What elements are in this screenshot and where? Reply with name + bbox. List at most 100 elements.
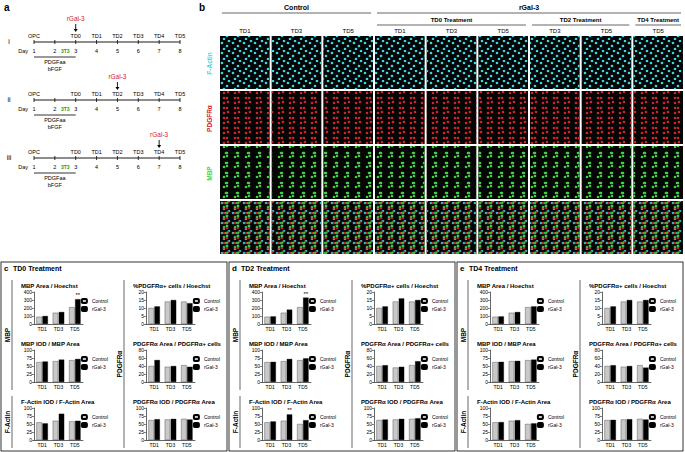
- svg-text:3T3: 3T3: [61, 106, 70, 112]
- svg-text:OPC: OPC: [28, 33, 40, 39]
- svg-text:40: 40: [366, 363, 372, 369]
- svg-text:TD3: TD3: [54, 326, 64, 332]
- svg-text:TD3: TD3: [133, 91, 143, 97]
- svg-text:50: 50: [366, 421, 372, 427]
- svg-text:75: 75: [26, 413, 32, 419]
- svg-text:5: 5: [116, 164, 119, 170]
- svg-text:75: 75: [254, 355, 260, 361]
- svg-text:Control: Control: [320, 414, 336, 420]
- svg-text:TD1: TD1: [605, 384, 615, 390]
- svg-text:TD1: TD1: [91, 149, 101, 155]
- svg-text:6: 6: [137, 106, 140, 112]
- svg-text:7: 7: [158, 48, 161, 54]
- svg-text:TD1: TD1: [37, 384, 47, 390]
- svg-text:20: 20: [366, 371, 372, 377]
- svg-text:100: 100: [480, 313, 489, 319]
- svg-text:MBP Area / Hoechst: MBP Area / Hoechst: [477, 283, 534, 289]
- svg-text:TD3: TD3: [394, 442, 404, 448]
- svg-text:Control: Control: [92, 356, 108, 362]
- svg-text:TD3: TD3: [54, 384, 64, 390]
- svg-text:100: 100: [252, 347, 261, 353]
- svg-text:TD3: TD3: [394, 326, 404, 332]
- svg-text:TD5: TD5: [526, 326, 536, 332]
- svg-text:bFGF: bFGF: [48, 66, 63, 72]
- svg-text:Control: Control: [284, 4, 309, 11]
- svg-text:PDGFRα IOD / PDGFRα Area: PDGFRα IOD / PDGFRα Area: [133, 399, 215, 405]
- svg-text:15: 15: [594, 297, 600, 303]
- svg-text:bFGF: bFGF: [48, 124, 63, 130]
- svg-text:3: 3: [74, 48, 77, 54]
- svg-text:Day: Day: [18, 106, 28, 112]
- svg-text:25: 25: [26, 429, 32, 435]
- svg-text:1: 1: [32, 106, 35, 112]
- svg-text:TD5: TD5: [298, 384, 308, 390]
- svg-text:20: 20: [594, 289, 600, 295]
- svg-text:TD3: TD3: [510, 442, 520, 448]
- svg-text:TD1: TD1: [605, 442, 615, 448]
- svg-text:80: 80: [366, 347, 372, 353]
- svg-text:TD1: TD1: [265, 384, 275, 390]
- svg-text:2: 2: [53, 164, 56, 170]
- svg-text:0: 0: [369, 321, 372, 327]
- svg-text:0: 0: [597, 321, 600, 327]
- svg-text:bFGF: bFGF: [48, 182, 63, 188]
- svg-text:rGal-3: rGal-3: [432, 306, 446, 312]
- svg-text:0: 0: [29, 437, 32, 443]
- svg-text:TD5: TD5: [70, 442, 80, 448]
- svg-text:50: 50: [482, 363, 488, 369]
- svg-text:Day: Day: [18, 48, 28, 54]
- svg-text:TD1: TD1: [149, 442, 159, 448]
- svg-text:iii: iii: [7, 154, 12, 161]
- svg-text:TD1: TD1: [377, 384, 387, 390]
- svg-text:100: 100: [592, 405, 601, 411]
- svg-text:Control: Control: [320, 298, 336, 304]
- svg-text:**: **: [75, 292, 80, 298]
- svg-text:0: 0: [369, 437, 372, 443]
- svg-text:60: 60: [366, 355, 372, 361]
- svg-text:TD2: TD2: [112, 91, 122, 97]
- svg-text:TD5: TD5: [175, 33, 185, 39]
- svg-text:Control: Control: [204, 298, 220, 304]
- svg-text:OPC: OPC: [28, 91, 40, 97]
- svg-text:PDGFRα IOD / PDGFRα Area: PDGFRα IOD / PDGFRα Area: [361, 399, 443, 405]
- svg-text:PDGFRα Area / PDGFRα+ cells: PDGFRα Area / PDGFRα+ cells: [361, 341, 450, 347]
- svg-text:PDGFaa: PDGFaa: [44, 175, 66, 181]
- svg-text:rGal-3: rGal-3: [150, 131, 168, 138]
- svg-text:TD4 Treatment: TD4 Treatment: [637, 17, 679, 23]
- svg-text:TD1: TD1: [394, 28, 406, 34]
- svg-text:1: 1: [32, 48, 35, 54]
- svg-text:0: 0: [597, 379, 600, 385]
- svg-text:TD5: TD5: [298, 442, 308, 448]
- svg-text:TD1: TD1: [239, 28, 251, 34]
- svg-text:75: 75: [482, 413, 488, 419]
- svg-text:rGal-3: rGal-3: [92, 364, 106, 370]
- svg-text:Control: Control: [92, 414, 108, 420]
- svg-text:300: 300: [252, 297, 261, 303]
- svg-text:Control: Control: [320, 356, 336, 362]
- svg-text:PDGFRα Area / PDGFRα+ cells: PDGFRα Area / PDGFRα+ cells: [133, 341, 222, 347]
- svg-text:50: 50: [26, 421, 32, 427]
- svg-text:25: 25: [366, 429, 372, 435]
- svg-text:Control: Control: [660, 356, 676, 362]
- svg-text:200: 200: [24, 305, 33, 311]
- svg-text:**: **: [303, 291, 308, 297]
- svg-text:25: 25: [594, 429, 600, 435]
- svg-text:TD2: TD2: [112, 149, 122, 155]
- svg-text:TD4: TD4: [154, 149, 164, 155]
- svg-text:2: 2: [53, 106, 56, 112]
- svg-text:0: 0: [485, 321, 488, 327]
- svg-text:Control: Control: [204, 414, 220, 420]
- svg-text:75: 75: [594, 413, 600, 419]
- svg-text:rGal-3: rGal-3: [548, 306, 562, 312]
- svg-text:4: 4: [95, 106, 98, 112]
- svg-text:50: 50: [26, 363, 32, 369]
- svg-text:TD5: TD5: [497, 28, 509, 34]
- svg-text:TD3: TD3: [510, 326, 520, 332]
- svg-text:25: 25: [482, 371, 488, 377]
- svg-text:100: 100: [136, 405, 145, 411]
- svg-text:rGal-3: rGal-3: [432, 364, 446, 370]
- svg-text:a: a: [4, 2, 10, 13]
- svg-text:PDGFRα Area / PDGFRα+ cells: PDGFRα Area / PDGFRα+ cells: [589, 341, 678, 347]
- svg-text:5: 5: [597, 313, 600, 319]
- svg-text:TD3: TD3: [133, 149, 143, 155]
